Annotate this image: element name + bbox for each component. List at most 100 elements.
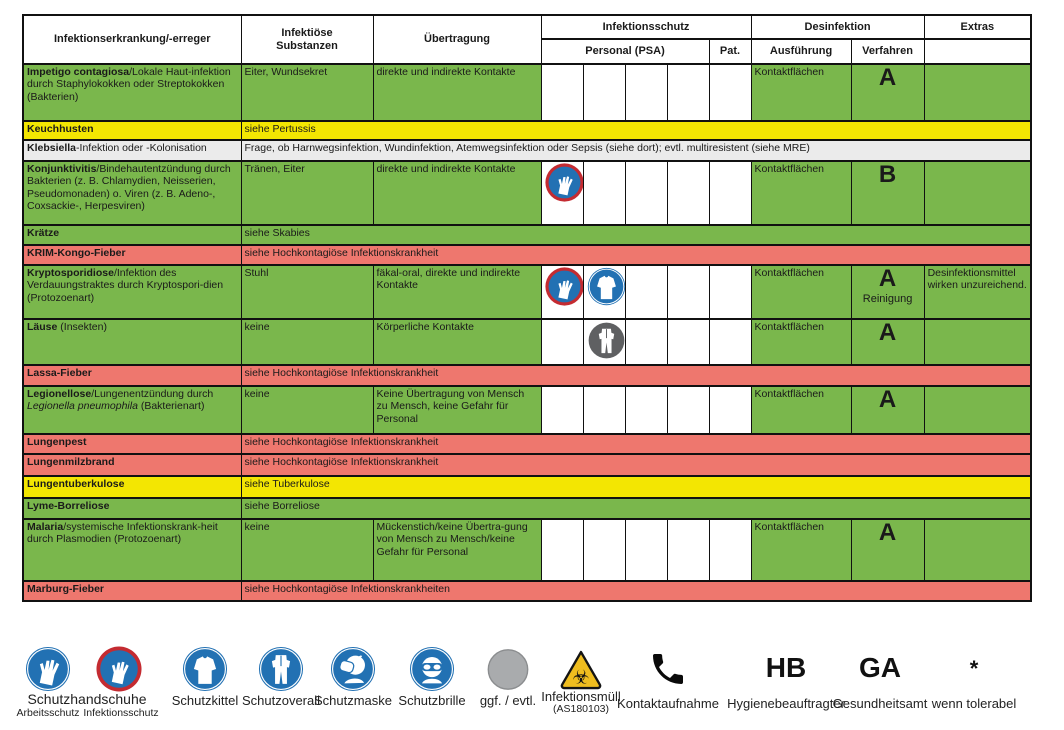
schutzoverall-ggf-icon <box>587 321 626 360</box>
ggf-evtl-icon <box>487 649 529 690</box>
row-kryptosporidiose: Kryptosporidiose/Infektion des Verdauung… <box>22 264 1032 320</box>
row-konjunktivitis: Konjunktivitis/Bindehautentzündung durch… <box>22 160 1032 226</box>
legend-label-ggf-evtl: ggf. / evtl. <box>479 693 537 708</box>
header-uebertragung: Übertragung <box>372 14 542 65</box>
legend-sublabel-as180103: (AS180103) <box>552 703 610 715</box>
extras-cell <box>923 518 1032 582</box>
psa-cell-3 <box>624 518 668 582</box>
legend-label-gesundheitsamt: Gesundheitsamt <box>832 696 928 711</box>
header-ausfuehrung: Ausführung <box>750 38 852 65</box>
psa-cell-4 <box>666 63 710 122</box>
psa-cell-3 <box>624 160 668 226</box>
reference-cell: siehe Hochkontagiöse Infektionskrankheit <box>240 433 1032 455</box>
verfahren-cell: A <box>850 518 925 582</box>
ausfuehrung-cell: Kontaktflächen <box>750 385 852 435</box>
disease-cell: Keuchhusten <box>22 120 242 141</box>
verfahren-cell: A Reinigung <box>850 264 925 320</box>
disease-cell: Impetigo contagiosa/Lokale Haut-infektio… <box>22 63 242 122</box>
verfahren-cell: B <box>850 160 925 226</box>
uebertragung-cell: fäkal-oral, direkte und indirekte Kontak… <box>372 264 542 320</box>
row-kraetze: Krätze siehe Skabies <box>22 224 1032 246</box>
substanzen-cell: Eiter, Wundsekret <box>240 63 374 122</box>
schutzkittel-icon <box>182 646 228 692</box>
legend-label-schutzbrille: Schutzbrille <box>398 693 466 708</box>
pat-cell <box>708 385 752 435</box>
legend-label-schutzmaske: Schutzmaske <box>313 693 393 708</box>
row-lungentuberkulose: Lungentuberkulose siehe Tuberkulose <box>22 475 1032 499</box>
extras-cell: Desinfektionsmittel wirken unzureichend. <box>923 264 1032 320</box>
legend-label-hygienebeauftragter: Hygienebeauftragter <box>727 696 845 711</box>
psa-cell-2 <box>582 518 626 582</box>
psa-cell-3 <box>624 318 668 366</box>
disease-cell: Lassa-Fieber <box>22 364 242 387</box>
psa-cell-4 <box>666 264 710 320</box>
row-krim-kongo-fieber: KRIM-Kongo-Fieber siehe Hochkontagiöse I… <box>22 244 1032 266</box>
row-malaria: Malaria/systemische Infektionskrank-heit… <box>22 518 1032 582</box>
schutzkittel-icon <box>586 267 624 306</box>
psa-cell-4 <box>666 385 710 435</box>
disease-cell: Lyme-Borreliose <box>22 497 242 520</box>
legend-label-kontaktaufnahme: Kontaktaufnahme <box>617 696 719 711</box>
uebertragung-cell: Mückenstich/keine Übertra-gung von Mensc… <box>372 518 542 582</box>
row-legionellose: Legionellose/Lungenentzündung durch Legi… <box>22 385 1032 435</box>
disease-cell: Kryptosporidiose/Infektion des Verdauung… <box>22 264 242 320</box>
reference-cell: siehe Tuberkulose <box>240 475 1032 499</box>
row-lyme-borreliose: Lyme-Borreliose siehe Borreliose <box>22 497 1032 520</box>
reference-cell: siehe Skabies <box>240 224 1032 246</box>
schutzhandschuhe-arbeitsschutz-icon <box>25 646 71 692</box>
substanzen-cell: keine <box>240 318 374 366</box>
ausfuehrung-cell: Kontaktflächen <box>750 518 852 582</box>
disease-cell: Krätze <box>22 224 242 246</box>
psa-cell-2 <box>582 63 626 122</box>
infektionsmuell-icon <box>560 650 602 690</box>
header-row-2: Personal (PSA) Pat. Ausführung Verfahren <box>23 38 1032 65</box>
reference-cell: siehe Hochkontagiöse Infektionskrankheit… <box>240 580 1032 602</box>
psa-cell-1 <box>540 318 584 366</box>
row-lungenmilzbrand: Lungenmilzbrand siehe Hochkontagiöse Inf… <box>22 453 1032 477</box>
reference-cell: siehe Hochkontagiöse Infektionskrankheit <box>240 453 1032 477</box>
substanzen-cell: Stuhl <box>240 264 374 320</box>
psa-cell-1 <box>540 264 584 320</box>
psa-cell-1 <box>540 160 584 226</box>
disease-cell: Lungenpest <box>22 433 242 455</box>
uebertragung-cell: direkte und indirekte Kontakte <box>372 63 542 122</box>
psa-cell-1 <box>540 518 584 582</box>
disease-cell: Lungenmilzbrand <box>22 453 242 477</box>
psa-cell-4 <box>666 518 710 582</box>
row-impetigo: Impetigo contagiosa/Lokale Haut-infektio… <box>22 63 1032 122</box>
psa-cell-3 <box>624 385 668 435</box>
pat-cell <box>708 264 752 320</box>
uebertragung-cell: Keine Übertragung von Mensch zu Mensch, … <box>372 385 542 435</box>
disease-cell: Klebsiella-Infektion oder -Kolonisation <box>22 139 242 162</box>
legend-sublabel-arbeitsschutz: Arbeitsschutz <box>16 707 80 719</box>
reference-cell: Frage, ob Harnwegsinfektion, Wundinfekti… <box>240 139 1032 162</box>
extras-cell <box>923 318 1032 366</box>
header-substanzen: Infektiöse Substanzen <box>240 14 374 65</box>
extras-cell <box>923 63 1032 122</box>
header-row-1: Infektionserkrankung/-erreger Infektiöse… <box>22 14 1032 65</box>
header-extras-empty <box>923 38 1032 65</box>
asterisk-symbol: * <box>969 656 979 681</box>
pat-cell <box>708 160 752 226</box>
row-klebsiella: Klebsiella-Infektion oder -Kolonisation … <box>22 139 1032 162</box>
substanzen-cell: Tränen, Eiter <box>240 160 374 226</box>
pat-cell <box>708 63 752 122</box>
schutzhandschuhe-infektionsschutz-icon <box>545 163 584 202</box>
schutzhandschuhe-infektionsschutz-icon <box>96 646 142 692</box>
ausfuehrung-cell: Kontaktflächen <box>750 160 852 226</box>
disease-cell: Malaria/systemische Infektionskrank-heit… <box>22 518 242 582</box>
kontaktaufnahme-icon <box>653 654 683 684</box>
ausfuehrung-cell: Kontaktflächen <box>750 63 852 122</box>
verfahren-cell: A <box>850 385 925 435</box>
psa-cell-1 <box>540 63 584 122</box>
hygiene-table: Infektionserkrankung/-erreger Infektiöse… <box>22 14 1033 602</box>
legend-label-schutzhandschuhe: Schutzhandschuhe <box>27 691 147 707</box>
header-verfahren: Verfahren <box>850 38 925 65</box>
psa-cell-4 <box>666 318 710 366</box>
disease-cell: Legionellose/Lungenentzündung durch Legi… <box>22 385 242 435</box>
disease-cell: Lungentuberkulose <box>22 475 242 499</box>
header-personal-psa: Personal (PSA) <box>540 38 710 65</box>
schutzoverall-icon <box>258 646 304 692</box>
legend-label-schutzoverall: Schutzoverall <box>241 693 321 708</box>
ga-abbreviation: GA <box>859 652 901 683</box>
